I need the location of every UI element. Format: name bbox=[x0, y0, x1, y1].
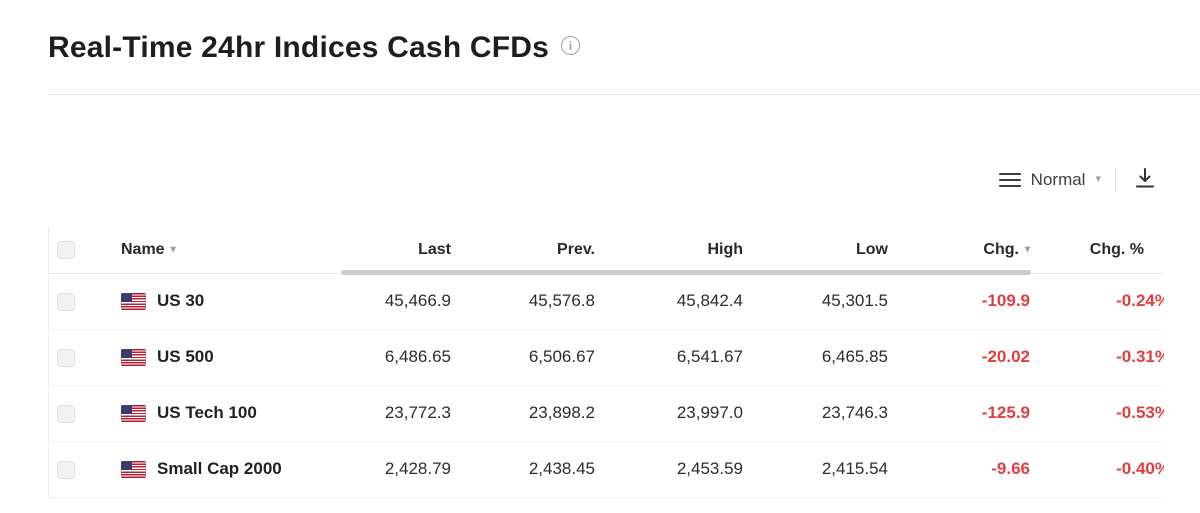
view-mode-dropdown[interactable]: Normal ▾ bbox=[998, 169, 1101, 190]
column-header-prev[interactable]: Prev. bbox=[465, 227, 609, 274]
chg-value: -20.02 bbox=[902, 329, 1044, 386]
title-divider bbox=[48, 94, 1200, 95]
view-mode-label: Normal bbox=[1030, 169, 1086, 189]
column-header-chg-pct[interactable]: Chg. % bbox=[1044, 227, 1164, 274]
column-label: Last bbox=[418, 240, 451, 258]
toolbar: Normal ▾ bbox=[998, 163, 1160, 196]
high-value: 2,453.59 bbox=[609, 441, 757, 498]
us-flag-icon bbox=[121, 460, 146, 478]
prev-value: 23,898.2 bbox=[465, 385, 609, 442]
page-header: Real-Time 24hr Indices Cash CFDs i bbox=[0, 0, 1200, 66]
high-value: 45,842.4 bbox=[609, 273, 757, 330]
low-value: 2,415.54 bbox=[757, 441, 902, 498]
prev-value: 6,506.67 bbox=[465, 329, 609, 386]
column-label: Chg. % bbox=[1089, 240, 1144, 258]
row-checkbox[interactable] bbox=[57, 292, 75, 311]
instrument-name[interactable]: Small Cap 2000 bbox=[157, 459, 282, 478]
table-row: US 30 45,466.9 45,576.8 45,842.4 45,301.… bbox=[49, 273, 1164, 330]
chg-pct-value: -0.31% bbox=[1044, 329, 1164, 386]
us-flag-icon bbox=[121, 404, 146, 422]
last-value: 2,428.79 bbox=[305, 441, 465, 498]
sort-caret-icon: ▾ bbox=[1024, 243, 1030, 255]
column-label: High bbox=[707, 240, 743, 258]
low-value: 6,465.85 bbox=[757, 329, 902, 386]
high-value: 6,541.67 bbox=[609, 329, 757, 386]
chg-value: -125.9 bbox=[902, 385, 1044, 442]
us-flag-icon bbox=[121, 348, 146, 366]
indices-table: Name ▾ Last Prev. High Low Chg. ▾ Chg. % U… bbox=[48, 227, 1164, 498]
prev-value: 45,576.8 bbox=[465, 273, 609, 330]
row-checkbox[interactable] bbox=[57, 348, 75, 367]
column-label: Low bbox=[856, 240, 888, 258]
column-header-last[interactable]: Last bbox=[305, 227, 465, 274]
download-icon bbox=[1134, 167, 1156, 192]
prev-value: 2,438.45 bbox=[465, 441, 609, 498]
column-header-high[interactable]: High bbox=[609, 227, 757, 274]
high-value: 23,997.0 bbox=[609, 385, 757, 442]
last-value: 45,466.9 bbox=[305, 273, 465, 330]
column-label: Chg. bbox=[983, 240, 1019, 258]
instrument-name[interactable]: US Tech 100 bbox=[157, 403, 257, 422]
chg-value: -109.9 bbox=[902, 273, 1044, 330]
low-value: 45,301.5 bbox=[757, 273, 902, 330]
column-label: Name bbox=[121, 240, 165, 258]
chg-value: -9.66 bbox=[902, 441, 1044, 498]
chg-pct-value: -0.24% bbox=[1044, 273, 1164, 330]
horizontal-scrollbar[interactable] bbox=[341, 270, 1031, 275]
download-button[interactable] bbox=[1130, 163, 1160, 196]
column-header-low[interactable]: Low bbox=[757, 227, 902, 274]
toolbar-divider bbox=[1115, 167, 1116, 192]
row-checkbox[interactable] bbox=[57, 460, 75, 479]
table-row: US Tech 100 23,772.3 23,898.2 23,997.0 2… bbox=[49, 385, 1164, 442]
column-header-chg[interactable]: Chg. ▾ bbox=[902, 227, 1044, 274]
select-all-checkbox[interactable] bbox=[57, 240, 75, 259]
instrument-name[interactable]: US 500 bbox=[157, 347, 214, 366]
chevron-down-icon: ▾ bbox=[1095, 173, 1101, 185]
table-row: Small Cap 2000 2,428.79 2,438.45 2,453.5… bbox=[49, 441, 1164, 498]
page-title: Real-Time 24hr Indices Cash CFDs bbox=[48, 31, 550, 64]
last-value: 23,772.3 bbox=[305, 385, 465, 442]
sort-caret-icon: ▾ bbox=[170, 243, 176, 255]
table-row: US 500 6,486.65 6,506.67 6,541.67 6,465.… bbox=[49, 329, 1164, 386]
low-value: 23,746.3 bbox=[757, 385, 902, 442]
instrument-name[interactable]: US 30 bbox=[157, 291, 205, 310]
column-header-name[interactable]: Name ▾ bbox=[105, 227, 305, 274]
table-header-row: Name ▾ Last Prev. High Low Chg. ▾ Chg. % bbox=[49, 227, 1164, 274]
chg-pct-value: -0.53% bbox=[1044, 385, 1164, 442]
list-view-icon bbox=[998, 172, 1021, 188]
info-icon[interactable]: i bbox=[561, 36, 581, 55]
chg-pct-value: -0.40% bbox=[1044, 441, 1164, 498]
column-label: Prev. bbox=[557, 240, 595, 258]
row-checkbox[interactable] bbox=[57, 404, 75, 423]
us-flag-icon bbox=[121, 292, 146, 310]
last-value: 6,486.65 bbox=[305, 329, 465, 386]
